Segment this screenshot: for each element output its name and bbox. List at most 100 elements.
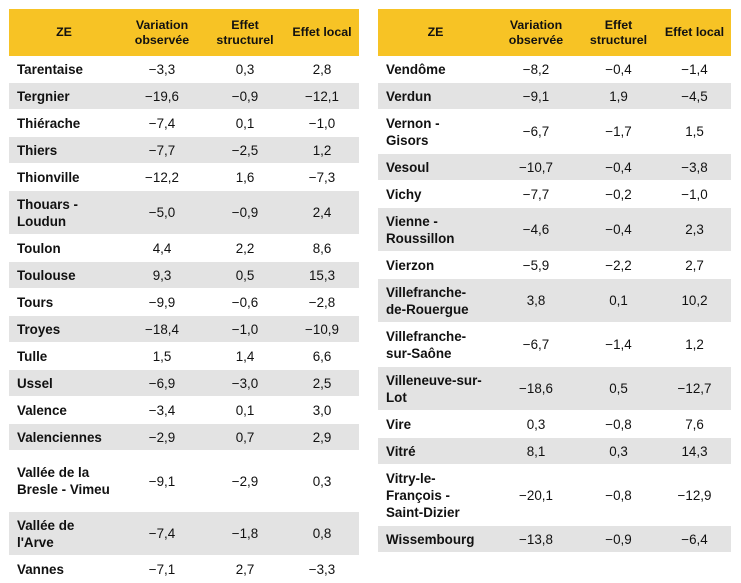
structurel-cell: 1,6 <box>205 163 285 191</box>
ze-cell: Vallée de la Bresle - Vimeu <box>9 450 119 512</box>
structurel-cell: 0,1 <box>205 396 285 424</box>
variation-cell: −7,7 <box>493 180 579 208</box>
structurel-cell: −0,2 <box>579 180 658 208</box>
structurel-cell: −0,4 <box>579 153 658 181</box>
local-cell: 3,0 <box>285 396 359 424</box>
header-effet-local: Effet local <box>658 9 731 56</box>
table-row: Vichy −7,7 −0,2 −1,0 <box>378 180 731 208</box>
table-row: Valenciennes −2,9 0,7 2,9 <box>9 423 359 451</box>
variation-cell: −3,4 <box>119 396 205 424</box>
local-cell: −1,0 <box>285 109 359 137</box>
ze-cell: Valenciennes <box>9 423 119 451</box>
header-effet-structurel: Effet structurel <box>579 9 658 56</box>
ze-cell: Vannes <box>9 555 119 583</box>
local-cell: 8,6 <box>285 234 359 262</box>
ze-cell: Villefranche-de-Rouergue <box>378 278 493 323</box>
table-row: Tours −9,9 −0,6 −2,8 <box>9 288 359 316</box>
variation-cell: −18,4 <box>119 315 205 343</box>
structurel-cell: −1,0 <box>205 315 285 343</box>
variation-cell: −9,1 <box>119 450 205 512</box>
table-row: Vierzon −5,9 −2,2 2,7 <box>378 251 731 279</box>
ze-cell: Vichy <box>378 180 493 208</box>
ze-cell: Vierzon <box>378 251 493 279</box>
variation-cell: 1,5 <box>119 342 205 370</box>
table-row: Thouars - Loudun −5,0 −0,9 2,4 <box>9 190 359 235</box>
table-row: Tarentaise −3,3 0,3 2,8 <box>9 56 359 83</box>
local-cell: −12,7 <box>658 366 731 411</box>
structurel-cell: −0,4 <box>579 207 658 252</box>
table-row: Ussel −6,9 −3,0 2,5 <box>9 369 359 397</box>
structurel-cell: 0,5 <box>205 261 285 289</box>
local-cell: 15,3 <box>285 261 359 289</box>
local-cell: −6,4 <box>658 525 731 553</box>
ze-cell: Wissembourg <box>378 525 493 553</box>
local-cell: −1,4 <box>658 56 731 83</box>
local-cell: −10,9 <box>285 315 359 343</box>
local-cell: −4,5 <box>658 82 731 110</box>
header-ze: ZE <box>378 9 493 56</box>
structurel-cell: 1,9 <box>579 82 658 110</box>
local-cell: 2,3 <box>658 207 731 252</box>
structurel-cell: −0,8 <box>579 464 658 526</box>
structurel-cell: −0,9 <box>205 82 285 110</box>
table-row: Vernon - Gisors −6,7 −1,7 1,5 <box>378 109 731 154</box>
table-row: Valence −3,4 0,1 3,0 <box>9 396 359 424</box>
local-cell: −12,1 <box>285 82 359 110</box>
local-cell: 2,8 <box>285 56 359 83</box>
structurel-cell: 0,7 <box>205 423 285 451</box>
ze-cell: Toulon <box>9 234 119 262</box>
local-cell: 2,7 <box>658 251 731 279</box>
variation-cell: 8,1 <box>493 437 579 465</box>
table-row: Villeneuve-sur-Lot −18,6 0,5 −12,7 <box>378 366 731 411</box>
structurel-cell: −0,9 <box>579 525 658 553</box>
variation-cell: −7,1 <box>119 555 205 583</box>
variation-cell: 9,3 <box>119 261 205 289</box>
local-cell: 1,5 <box>658 109 731 154</box>
variation-cell: −19,6 <box>119 82 205 110</box>
table-row: Vallée de la Bresle - Vimeu −9,1 −2,9 0,3 <box>9 450 359 512</box>
variation-cell: −10,7 <box>493 153 579 181</box>
variation-cell: −6,7 <box>493 109 579 154</box>
structurel-cell: 0,1 <box>205 109 285 137</box>
header-variation-observee: Variation observée <box>493 9 579 56</box>
ze-cell: Tarentaise <box>9 56 119 83</box>
ze-cell: Vienne - Roussillon <box>378 207 493 252</box>
ze-cell: Villeneuve-sur-Lot <box>378 366 493 411</box>
local-cell: 0,3 <box>285 450 359 512</box>
local-cell: 0,8 <box>285 511 359 556</box>
variation-cell: −6,9 <box>119 369 205 397</box>
table-row: Thiérache −7,4 0,1 −1,0 <box>9 109 359 137</box>
ze-cell: Valence <box>9 396 119 424</box>
table-left: ZE Variation observée Effet structurel E… <box>9 9 359 583</box>
ze-cell: Thiers <box>9 136 119 164</box>
local-cell: 2,5 <box>285 369 359 397</box>
local-cell: −3,3 <box>285 555 359 583</box>
local-cell: −3,8 <box>658 153 731 181</box>
ze-cell: Vallée de l'Arve <box>9 511 119 556</box>
variation-cell: 3,8 <box>493 278 579 323</box>
header-effet-structurel: Effet structurel <box>205 9 285 56</box>
local-cell: 10,2 <box>658 278 731 323</box>
header-row: ZE Variation observée Effet structurel E… <box>378 9 731 56</box>
ze-cell: Toulouse <box>9 261 119 289</box>
table-row: Vitry-le-François - Saint-Dizier −20,1 −0,… <box>378 464 731 526</box>
table-row: Vire 0,3 −0,8 7,6 <box>378 410 731 438</box>
table-row: Vesoul −10,7 −0,4 −3,8 <box>378 153 731 181</box>
local-cell: 7,6 <box>658 410 731 438</box>
ze-cell: Vitré <box>378 437 493 465</box>
ze-cell: Tergnier <box>9 82 119 110</box>
variation-cell: −12,2 <box>119 163 205 191</box>
structurel-cell: −1,4 <box>579 322 658 367</box>
structurel-cell: 0,3 <box>205 56 285 83</box>
header-variation-observee: Variation observée <box>119 9 205 56</box>
variation-cell: −2,9 <box>119 423 205 451</box>
structurel-cell: 0,3 <box>579 437 658 465</box>
table-row: Verdun −9,1 1,9 −4,5 <box>378 82 731 110</box>
variation-cell: −5,9 <box>493 251 579 279</box>
ze-cell: Ussel <box>9 369 119 397</box>
table-right: ZE Variation observée Effet structurel E… <box>378 9 731 553</box>
local-cell: 2,4 <box>285 190 359 235</box>
table-row: Vannes −7,1 2,7 −3,3 <box>9 555 359 583</box>
ze-cell: Vesoul <box>378 153 493 181</box>
ze-cell: Tulle <box>9 342 119 370</box>
